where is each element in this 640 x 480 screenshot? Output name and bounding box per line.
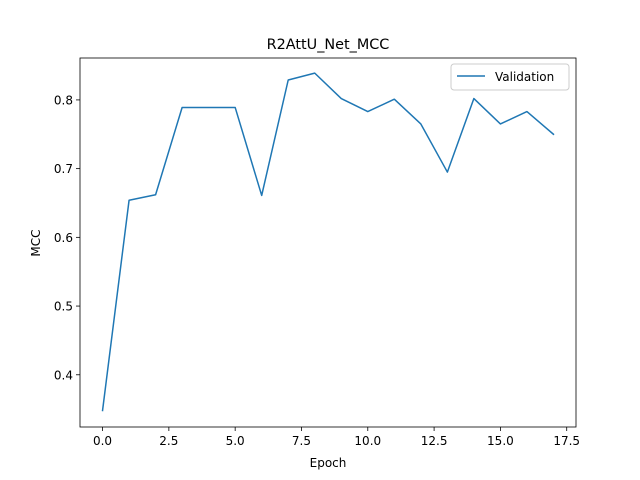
chart-title: R2AttU_Net_MCC	[267, 37, 390, 53]
y-tick-label: 0.4	[54, 368, 73, 382]
series-line-validation	[101, 72, 555, 412]
x-tick-label: 10.0	[354, 434, 381, 448]
legend: Validation	[450, 63, 570, 91]
y-axis-ticks: 0.4 0.5 0.6 0.7 0.8	[54, 93, 80, 382]
y-tick-label: 0.5	[54, 300, 73, 314]
legend-label-validation: Validation	[495, 70, 554, 84]
plot-area-data	[101, 72, 555, 412]
x-tick-label: 2.5	[159, 434, 178, 448]
y-tick-label: 0.8	[54, 93, 73, 107]
y-axis-label: MCC	[29, 229, 43, 256]
x-tick-label: 12.5	[421, 434, 448, 448]
y-tick-label: 0.7	[54, 162, 73, 176]
plot-frame	[79, 57, 577, 428]
x-tick-label: 0.0	[93, 434, 112, 448]
x-tick-label: 7.5	[292, 434, 311, 448]
x-axis-ticks: 0.0 2.5 5.0 7.5 10.0 12.5 15.0 17.5	[93, 427, 580, 448]
x-axis-label: Epoch	[310, 456, 347, 470]
y-tick-label: 0.6	[54, 231, 73, 245]
x-tick-label: 5.0	[226, 434, 245, 448]
x-tick-label: 15.0	[487, 434, 514, 448]
legend-box	[450, 63, 570, 91]
x-tick-label: 17.5	[553, 434, 580, 448]
